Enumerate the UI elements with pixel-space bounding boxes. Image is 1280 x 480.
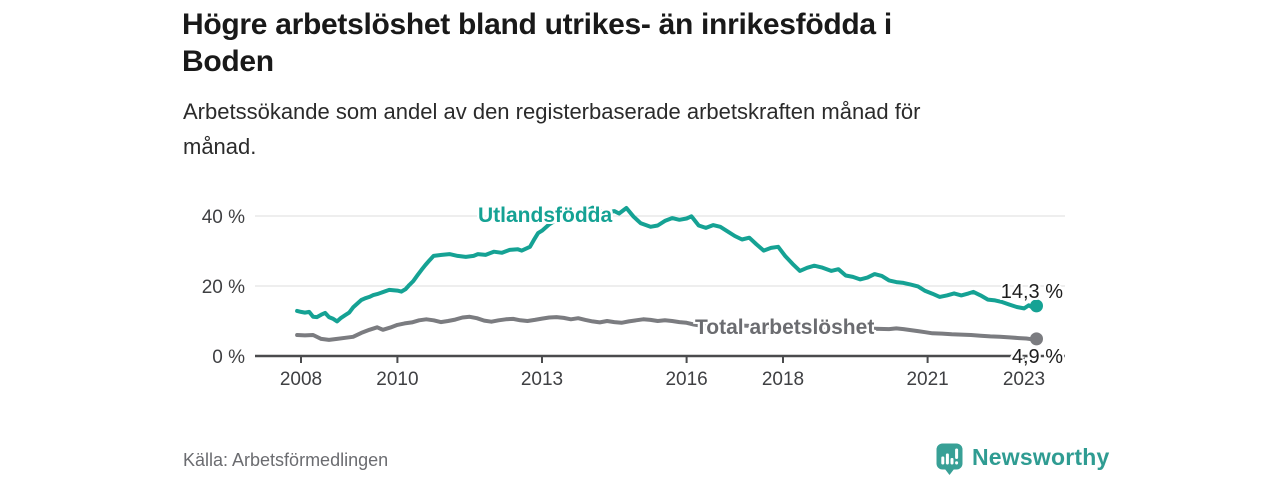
- x-tick-label: 2016: [665, 369, 707, 390]
- x-tick-label: 2008: [280, 369, 322, 390]
- y-tick-label: 0 %: [212, 347, 245, 368]
- series-label-utlandsfodda: Utlandsfödda: [478, 204, 613, 227]
- x-tick-label: 2023: [1003, 369, 1045, 390]
- end-value-label-utlandsfodda: 14,3 %: [1000, 281, 1063, 303]
- x-tick-label: 2021: [906, 369, 948, 390]
- source-note: Källa: Arbetsförmedlingen: [183, 450, 389, 470]
- page-title-line-2: Boden: [182, 45, 274, 78]
- series-line-total: [295, 314, 1039, 342]
- chart-subtitle-line-1: Arbetssökande som andel av den registerb…: [183, 99, 921, 124]
- newsworthy-logo: Newsworthy: [936, 443, 1109, 475]
- series-line-utlandsfodda: [295, 205, 1039, 324]
- newsworthy-logo-text: Newsworthy: [972, 444, 1110, 470]
- newsworthy-logo-icon: [936, 443, 963, 475]
- end-value-label-total: 4,9 %: [1011, 346, 1063, 368]
- y-tick-label: 40 %: [202, 207, 245, 228]
- page-title: Högre arbetslöshet bland utrikes- än inr…: [182, 6, 1142, 80]
- chart-subtitle-line-2: månad.: [183, 134, 257, 159]
- y-tick-label: 20 %: [202, 277, 245, 298]
- x-tick-label: 2018: [762, 369, 804, 390]
- x-tick-label: 2010: [376, 369, 418, 390]
- series-end-dot-total: [1030, 332, 1043, 346]
- x-tick-label: 2013: [521, 369, 563, 390]
- page-title-line-1: Högre arbetslöshet bland utrikes- än inr…: [182, 8, 892, 41]
- series-label-total-arbetsloshet: Total arbetslöshet: [695, 316, 875, 339]
- chart-subtitle: Arbetssökande som andel av den registerb…: [183, 94, 1083, 164]
